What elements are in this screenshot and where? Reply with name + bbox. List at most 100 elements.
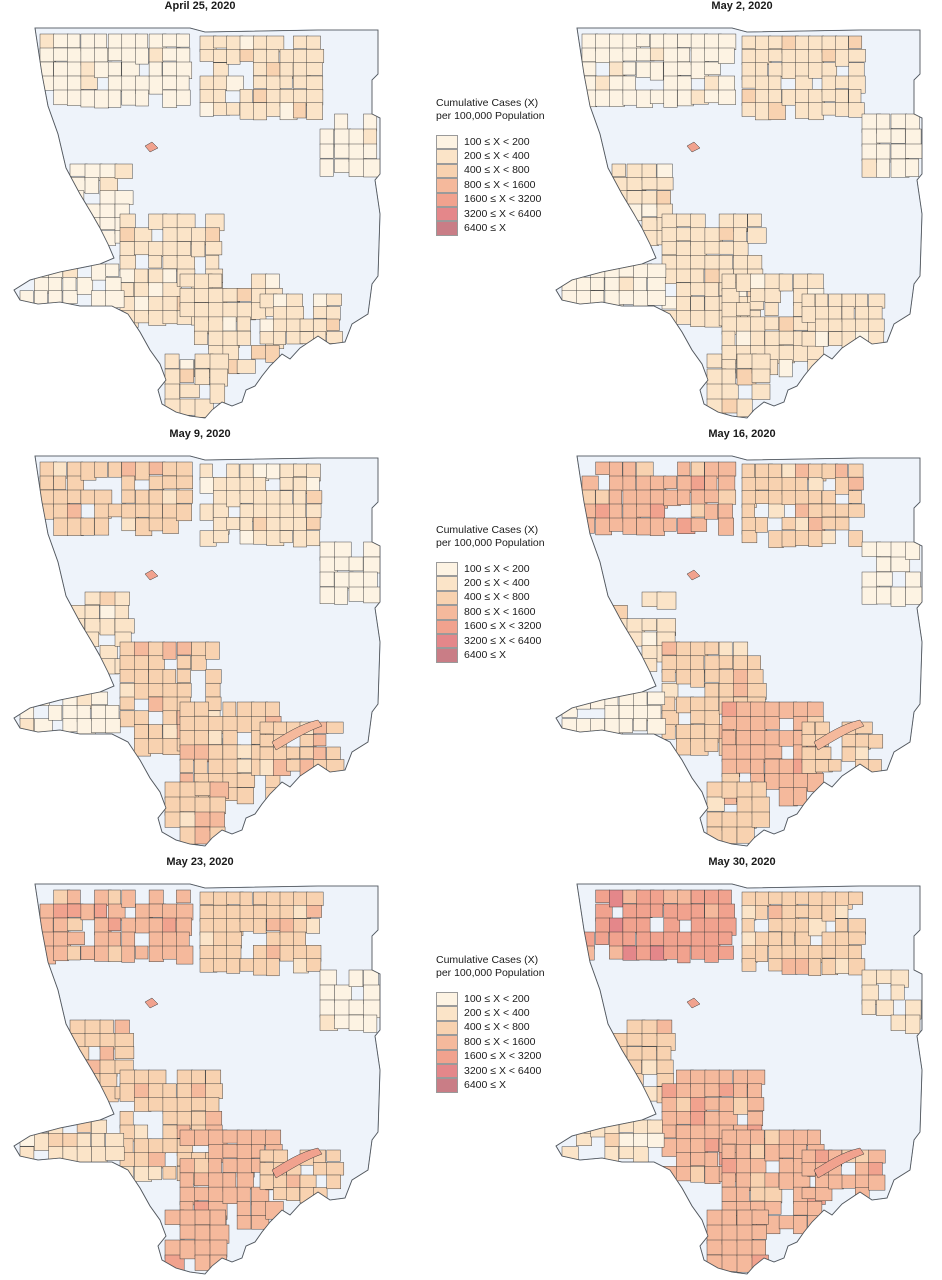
district bbox=[251, 273, 268, 289]
district bbox=[622, 61, 636, 76]
district bbox=[334, 113, 349, 131]
district bbox=[306, 35, 321, 50]
district bbox=[848, 931, 866, 945]
district bbox=[119, 227, 135, 242]
district bbox=[119, 213, 136, 228]
district bbox=[733, 655, 748, 672]
hotspot-area bbox=[686, 569, 701, 581]
district bbox=[348, 1014, 366, 1031]
district bbox=[91, 1146, 108, 1163]
district bbox=[114, 618, 135, 634]
district bbox=[706, 796, 725, 812]
district bbox=[273, 1149, 288, 1163]
district bbox=[704, 503, 719, 520]
district bbox=[741, 75, 758, 89]
district bbox=[208, 758, 224, 774]
district bbox=[778, 359, 793, 378]
district bbox=[363, 556, 380, 574]
district bbox=[690, 461, 705, 478]
district bbox=[53, 917, 69, 933]
district bbox=[199, 49, 215, 62]
district bbox=[704, 641, 719, 655]
district bbox=[194, 1172, 211, 1187]
district bbox=[848, 503, 865, 518]
district bbox=[134, 724, 149, 740]
district bbox=[134, 296, 150, 313]
district bbox=[91, 263, 108, 281]
district bbox=[48, 1146, 64, 1160]
district bbox=[733, 1097, 751, 1115]
district bbox=[266, 517, 282, 532]
district bbox=[53, 89, 69, 106]
district bbox=[209, 1239, 228, 1258]
district bbox=[209, 796, 226, 815]
district bbox=[326, 1174, 341, 1190]
district bbox=[306, 503, 322, 519]
district bbox=[626, 163, 643, 179]
district bbox=[663, 33, 678, 50]
district bbox=[84, 177, 99, 194]
district bbox=[676, 241, 691, 258]
district bbox=[119, 641, 136, 659]
district bbox=[736, 826, 755, 844]
district bbox=[334, 143, 352, 159]
districts bbox=[561, 461, 922, 844]
district bbox=[676, 213, 693, 227]
district bbox=[611, 645, 626, 663]
district bbox=[656, 591, 677, 610]
legend-row: 6400 ≤ X bbox=[436, 1078, 596, 1093]
district bbox=[253, 490, 269, 507]
district bbox=[676, 1152, 691, 1169]
legend-swatch bbox=[436, 619, 458, 634]
district bbox=[164, 353, 180, 369]
district bbox=[690, 268, 705, 285]
district bbox=[755, 905, 768, 920]
district bbox=[209, 1254, 228, 1274]
district bbox=[821, 530, 836, 545]
district bbox=[905, 571, 921, 589]
district bbox=[718, 33, 737, 50]
district bbox=[53, 475, 67, 490]
district bbox=[39, 931, 55, 948]
district bbox=[306, 905, 322, 918]
district bbox=[53, 47, 70, 62]
district bbox=[747, 1111, 764, 1126]
district bbox=[755, 477, 770, 491]
district bbox=[69, 203, 87, 221]
district bbox=[718, 669, 735, 686]
districts bbox=[561, 33, 922, 418]
district bbox=[266, 89, 282, 105]
district bbox=[835, 945, 851, 960]
district bbox=[176, 903, 194, 921]
district bbox=[213, 530, 229, 544]
legend-label: 3200 ≤ X < 6400 bbox=[464, 1064, 542, 1077]
legend-row: 3200 ≤ X < 6400 bbox=[436, 633, 596, 649]
district bbox=[148, 489, 165, 505]
legend-row: 200 ≤ X < 400 bbox=[436, 576, 596, 591]
district bbox=[590, 691, 607, 710]
district bbox=[148, 75, 164, 95]
district bbox=[209, 781, 229, 799]
district bbox=[661, 227, 679, 243]
map-panel-may9: May 9, 2020 bbox=[0, 428, 400, 850]
district bbox=[736, 758, 753, 774]
district bbox=[319, 158, 334, 177]
district bbox=[251, 701, 268, 718]
district bbox=[34, 1119, 50, 1133]
legend-label: 3200 ≤ X < 6400 bbox=[464, 634, 542, 647]
legend-items: 100 ≤ X < 200 200 ≤ X < 400 400 ≤ X < 800 8… bbox=[436, 992, 596, 1093]
district bbox=[690, 282, 707, 296]
district bbox=[135, 461, 150, 481]
district bbox=[718, 517, 734, 536]
legend-row: 200 ≤ X < 400 bbox=[436, 149, 596, 164]
district bbox=[677, 903, 694, 921]
district bbox=[266, 958, 280, 977]
district bbox=[841, 1174, 857, 1189]
district bbox=[293, 530, 307, 548]
legend-swatch bbox=[436, 562, 458, 577]
district bbox=[609, 461, 623, 478]
district bbox=[604, 277, 620, 292]
district bbox=[848, 958, 866, 976]
district bbox=[876, 556, 892, 572]
district bbox=[641, 618, 657, 632]
